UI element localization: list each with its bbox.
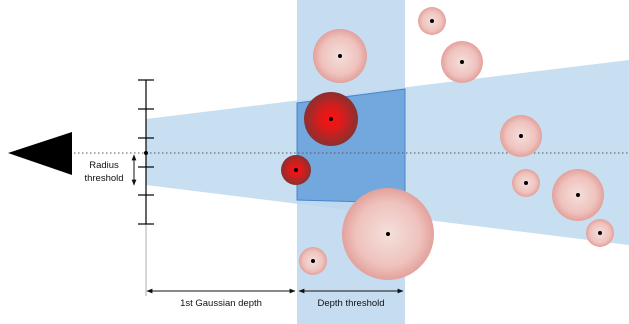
triangle-camera-icon: [8, 132, 72, 175]
gaussian-centers: [294, 19, 602, 263]
radius-threshold-label-line1: Radius: [89, 160, 119, 171]
depth-threshold-label: Depth threshold: [317, 298, 384, 309]
ruler-center-dot: [144, 151, 148, 155]
radius-threshold-label-line2: threshold: [84, 173, 123, 184]
first-gaussian-depth-label: 1st Gaussian depth: [180, 298, 262, 309]
